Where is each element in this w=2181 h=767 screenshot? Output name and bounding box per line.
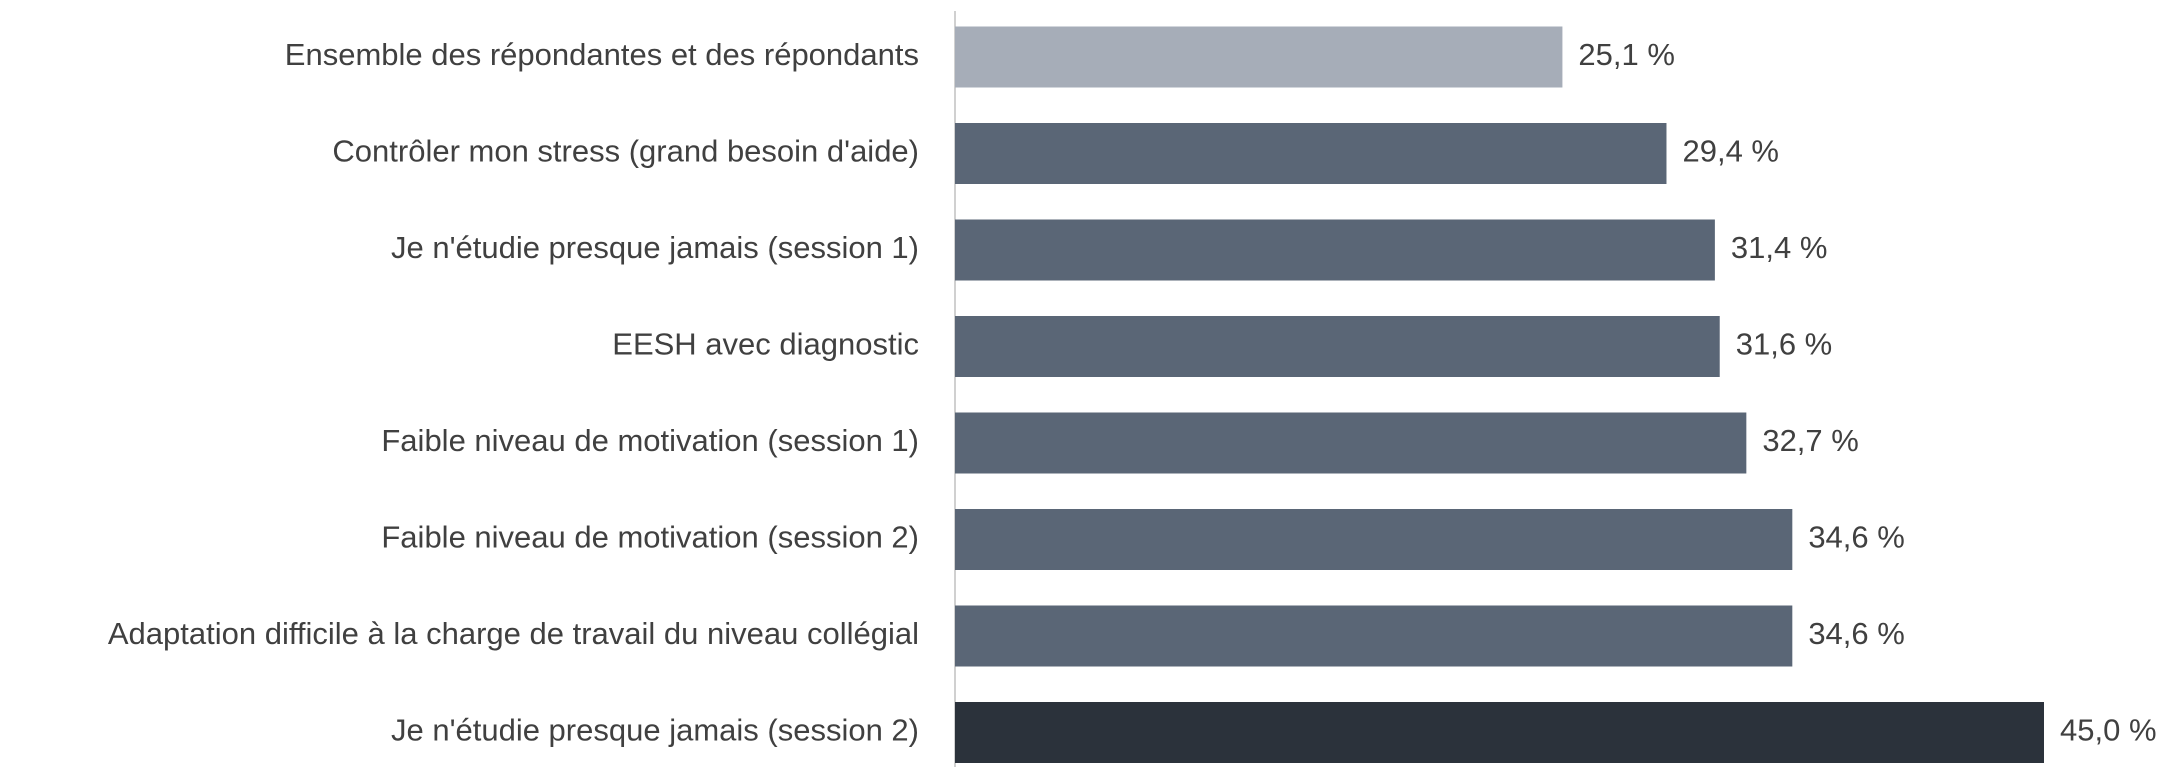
category-label: Faible niveau de motivation (session 2) <box>381 520 919 555</box>
value-label: 34,6 % <box>1808 616 1905 651</box>
category-label: EESH avec diagnostic <box>612 327 919 362</box>
bar <box>955 316 1720 377</box>
value-label: 32,7 % <box>1762 423 1859 458</box>
value-label: 31,6 % <box>1736 327 1833 362</box>
category-label: Je n'étudie presque jamais (session 2) <box>391 713 919 748</box>
value-label: 31,4 % <box>1731 230 1828 265</box>
bar <box>955 219 1715 281</box>
bar <box>955 509 1793 570</box>
bar <box>955 412 1747 474</box>
bar <box>955 605 1793 667</box>
bar <box>955 123 1667 184</box>
category-label: Adaptation difficile à la charge de trav… <box>108 616 919 651</box>
category-label: Ensemble des répondantes et des répondan… <box>285 37 919 72</box>
category-label: Je n'étudie presque jamais (session 1) <box>391 230 919 265</box>
bar <box>955 26 1563 88</box>
value-label: 45,0 % <box>2060 713 2157 748</box>
category-label: Contrôler mon stress (grand besoin d'aid… <box>332 134 919 169</box>
category-label: Faible niveau de motivation (session 1) <box>381 423 919 458</box>
bar <box>955 702 2044 763</box>
value-label: 34,6 % <box>1808 520 1905 555</box>
value-label: 29,4 % <box>1682 134 1779 169</box>
value-label: 25,1 % <box>1578 37 1675 72</box>
